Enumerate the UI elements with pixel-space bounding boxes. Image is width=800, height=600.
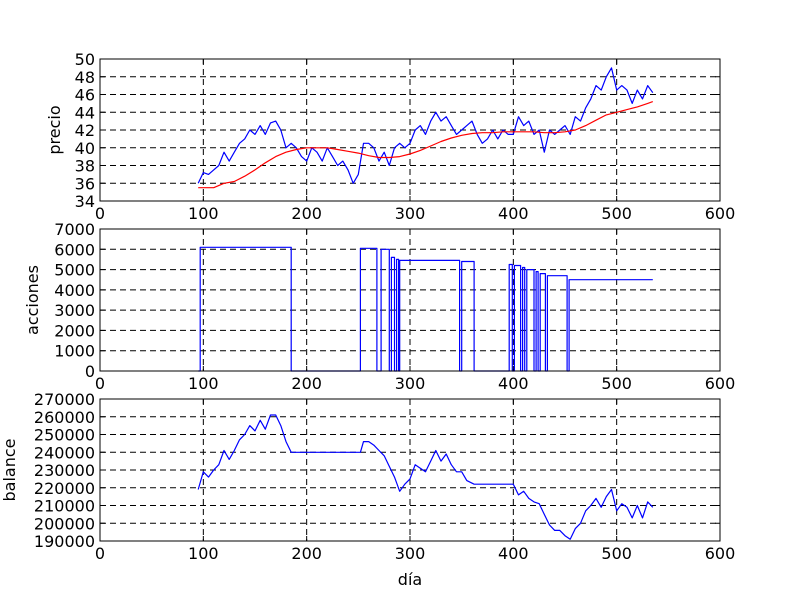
y-tick-label: 210000 bbox=[34, 497, 95, 516]
y-tick-label: 7000 bbox=[54, 220, 95, 239]
x-tick-label: 600 bbox=[705, 544, 736, 563]
series-line-2 bbox=[198, 101, 653, 189]
y-axis-label: balance bbox=[0, 439, 19, 502]
y-tick-label: 190000 bbox=[34, 532, 95, 551]
x-tick-label: 300 bbox=[395, 544, 426, 563]
x-tick-label: 400 bbox=[498, 204, 529, 223]
y-tick-label: 5000 bbox=[54, 261, 95, 280]
x-tick-label: 100 bbox=[188, 204, 219, 223]
x-tick-label: 100 bbox=[188, 544, 219, 563]
subplot-2: 0 100 200 300 400 500 600010002000300040005000… bbox=[23, 220, 735, 393]
y-tick-label: 230000 bbox=[34, 461, 95, 480]
y-tick-label: 270000 bbox=[34, 390, 95, 409]
y-tick-label: 44 bbox=[75, 103, 95, 122]
y-tick-label: 0 bbox=[85, 362, 95, 381]
series-line-1 bbox=[197, 67, 654, 184]
y-tick-label: 250000 bbox=[34, 426, 95, 445]
x-tick-label: 300 bbox=[395, 374, 426, 393]
x-tick-label: 500 bbox=[601, 544, 632, 563]
x-tick-label: 0 bbox=[95, 544, 105, 563]
y-tick-label: 220000 bbox=[34, 479, 95, 498]
x-tick-label: 600 bbox=[705, 204, 736, 223]
y-tick-label: 260000 bbox=[34, 408, 95, 427]
x-tick-label: 0 bbox=[95, 374, 105, 393]
y-tick-label: 40 bbox=[75, 139, 95, 158]
y-tick-label: 1000 bbox=[54, 342, 95, 361]
y-tick-label: 36 bbox=[75, 174, 95, 193]
y-tick-label: 240000 bbox=[34, 443, 95, 462]
x-tick-label: 300 bbox=[395, 204, 426, 223]
y-tick-label: 50 bbox=[75, 50, 95, 69]
y-tick-label: 48 bbox=[75, 68, 95, 87]
x-tick-label: 0 bbox=[95, 204, 105, 223]
x-tick-label: 200 bbox=[291, 204, 322, 223]
y-tick-label: 42 bbox=[75, 121, 95, 140]
x-tick-label: 200 bbox=[291, 544, 322, 563]
y-tick-label: 2000 bbox=[54, 321, 95, 340]
x-tick-label: 400 bbox=[498, 374, 529, 393]
x-axis-label: día bbox=[398, 570, 422, 589]
y-tick-label: 34 bbox=[75, 192, 95, 211]
y-axis-label: acciones bbox=[23, 265, 42, 335]
x-tick-label: 500 bbox=[601, 204, 632, 223]
x-tick-label: 200 bbox=[291, 374, 322, 393]
x-tick-label: 600 bbox=[705, 374, 736, 393]
subplot-3: 0 100 200 300 400 500 600 190000200000210000220… bbox=[0, 390, 735, 589]
y-tick-label: 200000 bbox=[34, 514, 95, 533]
x-tick-label: 500 bbox=[601, 374, 632, 393]
y-tick-label: 4000 bbox=[54, 281, 95, 300]
y-tick-label: 6000 bbox=[54, 240, 95, 259]
x-tick-label: 400 bbox=[498, 544, 529, 563]
y-axis-label: precio bbox=[45, 105, 64, 154]
y-tick-label: 46 bbox=[75, 86, 95, 105]
series-line-1 bbox=[198, 246, 653, 372]
series-line-1 bbox=[197, 414, 654, 540]
x-tick-label: 100 bbox=[188, 374, 219, 393]
y-tick-label: 3000 bbox=[54, 301, 95, 320]
y-tick-label: 38 bbox=[75, 157, 95, 176]
